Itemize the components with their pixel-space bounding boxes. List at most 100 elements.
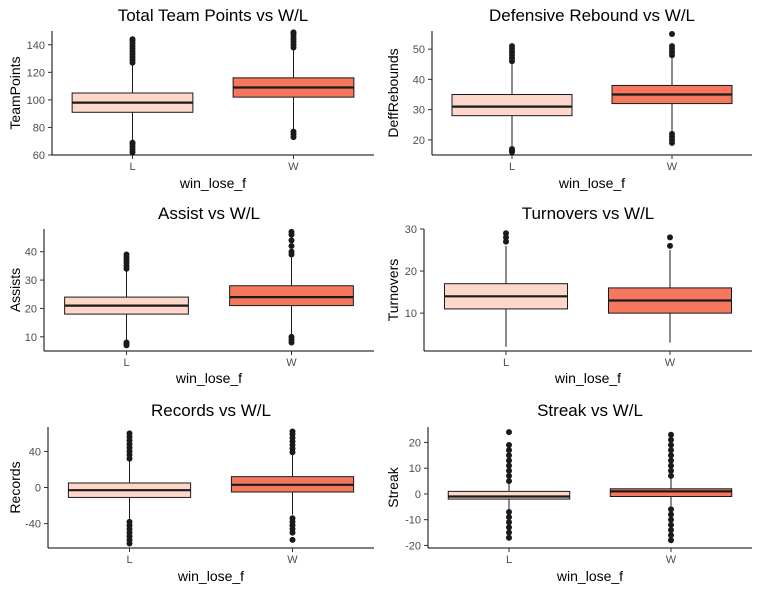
x-axis-title: win_lose_f: [179, 175, 246, 191]
outlier-point: [668, 436, 674, 443]
outlier-point: [503, 230, 509, 237]
outlier-point: [669, 43, 675, 50]
y-tick-label: 30: [405, 224, 417, 236]
y-axis-title: TeamPoints: [7, 56, 23, 129]
outlier-point: [506, 514, 512, 521]
outlier-point: [506, 508, 512, 515]
outlier-point: [509, 145, 515, 152]
outlier-point: [668, 511, 674, 518]
y-tick-label: -40: [25, 519, 41, 531]
outlier-point: [668, 462, 674, 469]
outlier-point: [506, 534, 512, 541]
outlier-point: [668, 526, 674, 533]
box-w: [608, 234, 732, 343]
outlier-point: [506, 529, 512, 536]
outlier-point: [506, 519, 512, 526]
box-w: [609, 431, 733, 544]
x-axis-title: win_lose_f: [556, 568, 623, 584]
outlier-point: [289, 536, 296, 543]
outlier-point: [506, 442, 512, 449]
box-w: [611, 31, 733, 146]
y-tick-label: 20: [25, 303, 37, 315]
outlier-point: [126, 518, 133, 525]
outlier-point: [506, 447, 512, 454]
outlier-point: [289, 428, 296, 435]
outlier-point: [123, 339, 130, 346]
y-tick-label: 80: [33, 122, 45, 134]
chart-title: Defensive Rebound vs W/L: [489, 6, 695, 25]
chart-title: Turnovers vs W/L: [522, 204, 655, 223]
y-tick-label: 20: [405, 266, 417, 278]
y-axis-title: Assists: [7, 268, 23, 312]
outlier-point: [668, 467, 674, 474]
chart-title: Streak vs W/L: [537, 401, 643, 420]
box-l: [447, 429, 571, 541]
outlier-point: [289, 515, 296, 522]
outlier-point: [669, 130, 675, 137]
x-tick-label: W: [667, 161, 678, 173]
iqr-box: [451, 94, 573, 117]
y-tick-label: 10: [25, 332, 37, 344]
y-tick-label: 40: [29, 446, 41, 458]
box-l: [444, 230, 568, 347]
outlier-point: [126, 430, 133, 437]
y-tick-label: 10: [409, 463, 421, 475]
x-tick-label: L: [506, 554, 512, 566]
box-l: [64, 251, 189, 349]
x-tick-label: W: [288, 161, 299, 173]
x-tick-label: L: [503, 357, 509, 369]
box-w: [229, 228, 354, 346]
outlier-point: [667, 234, 673, 241]
outlier-point: [668, 452, 674, 459]
iqr-box: [229, 285, 354, 307]
outlier-point: [129, 139, 136, 146]
x-tick-label: L: [126, 554, 132, 566]
outlier-point: [123, 251, 130, 258]
outlier-point: [288, 248, 295, 255]
x-tick-label: L: [129, 161, 135, 173]
chart-title: Records vs W/L: [151, 401, 271, 420]
x-axis-title: win_lose_f: [558, 175, 625, 191]
x-tick-label: L: [123, 357, 129, 369]
box-w: [230, 428, 355, 543]
box-l: [67, 430, 192, 547]
outlier-point: [290, 128, 297, 135]
outlier-point: [129, 36, 136, 43]
outlier-point: [288, 333, 295, 340]
box-l: [451, 43, 573, 155]
outlier-point: [288, 243, 295, 250]
panel-2: Defensive Rebound vs W/L 20 30 40 50 L Wwin_lo…: [385, 6, 752, 191]
y-axis-title: Streak: [385, 466, 401, 507]
outlier-point: [668, 472, 674, 479]
x-tick-label: W: [666, 554, 677, 566]
outlier-point: [668, 506, 674, 513]
y-tick-label: 60: [33, 150, 45, 162]
outlier-point: [668, 521, 674, 528]
y-axis-title: DeffRebounds: [385, 48, 401, 137]
y-tick-label: 140: [27, 40, 45, 52]
x-tick-label: W: [286, 357, 297, 369]
y-tick-label: 40: [25, 247, 37, 259]
y-tick-label: 40: [413, 74, 425, 86]
outlier-point: [290, 29, 297, 36]
panel-1: Total Team Points vs W/L 60 80 100 120 140 L Ww…: [7, 6, 374, 191]
outlier-point: [669, 31, 675, 38]
outlier-point: [668, 431, 674, 438]
outlier-point: [668, 457, 674, 464]
outlier-point: [668, 442, 674, 449]
outlier-point: [506, 472, 512, 479]
x-tick-label: L: [509, 161, 515, 173]
iqr-box: [609, 488, 733, 498]
y-tick-label: 120: [27, 67, 45, 79]
chart-title: Assist vs W/L: [158, 204, 260, 223]
outlier-point: [288, 228, 295, 235]
x-axis-title: win_lose_f: [554, 370, 621, 386]
outlier-point: [668, 516, 674, 523]
x-tick-label: W: [665, 357, 676, 369]
y-tick-label: 0: [415, 489, 421, 501]
outlier-point: [668, 537, 674, 544]
y-tick-label: 30: [25, 275, 37, 287]
